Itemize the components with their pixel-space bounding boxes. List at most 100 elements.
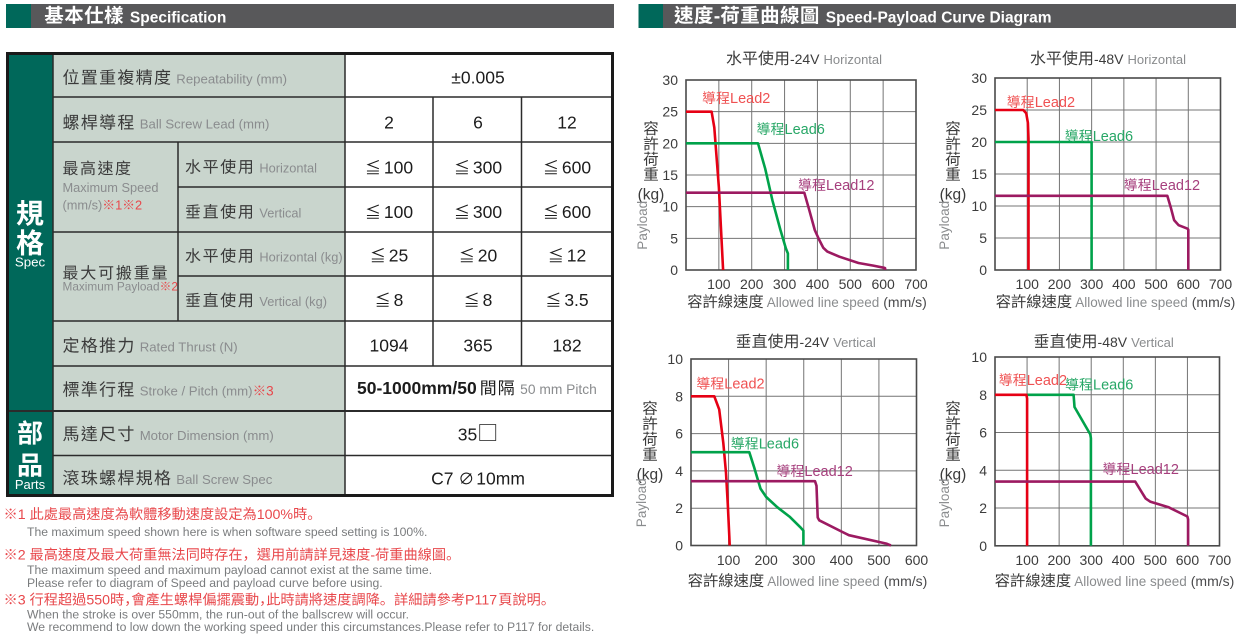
svg-text:Lead6: Lead6 (1093, 378, 1133, 394)
svg-text:The maximum speed and maximum: The maximum speed and maximum payload ca… (27, 563, 432, 577)
svg-text:1094: 1094 (370, 336, 409, 356)
svg-text:5: 5 (670, 230, 678, 246)
svg-text:600: 600 (562, 158, 591, 178)
svg-text:-48V: -48V (1094, 51, 1124, 67)
svg-text:4: 4 (979, 462, 987, 478)
svg-text:Horizontal (kg): Horizontal (kg) (259, 250, 342, 265)
svg-text:25: 25 (389, 246, 408, 266)
svg-text:Allowed line speed: Allowed line speed (767, 295, 880, 310)
svg-text:200: 200 (1048, 276, 1072, 292)
svg-text:Lead12: Lead12 (1152, 178, 1200, 194)
svg-text:Horizontal: Horizontal (1128, 52, 1187, 67)
svg-text:Lead12: Lead12 (804, 464, 852, 480)
svg-text:20: 20 (662, 135, 678, 151)
svg-text:Vertical: Vertical (1131, 335, 1174, 350)
svg-text:Vertical: Vertical (259, 206, 301, 221)
svg-text:8: 8 (483, 290, 493, 310)
svg-text:400: 400 (806, 276, 830, 292)
svg-text:Lead6: Lead6 (785, 122, 825, 138)
svg-text:600: 600 (871, 276, 895, 292)
svg-text:200: 200 (740, 276, 764, 292)
svg-text:15: 15 (662, 167, 678, 183)
svg-text:4: 4 (675, 463, 683, 479)
svg-text:-: - (714, 5, 721, 27)
svg-text:2: 2 (675, 500, 683, 516)
svg-text:100: 100 (1015, 552, 1039, 568)
svg-text:Horizontal: Horizontal (824, 52, 883, 67)
svg-text:(mm/s): (mm/s) (883, 294, 927, 310)
svg-text:Allowed line speed: Allowed line speed (1075, 295, 1188, 310)
svg-text:(kg): (kg) (638, 187, 665, 204)
svg-text:Stroke / Pitch (mm): Stroke / Pitch (mm) (140, 384, 253, 399)
svg-text:50 mm Pitch: 50 mm Pitch (520, 382, 597, 397)
svg-text:2: 2 (171, 280, 178, 294)
svg-text:30: 30 (971, 70, 987, 86)
svg-text:2: 2 (384, 113, 394, 133)
svg-text:(mm/s): (mm/s) (884, 573, 928, 589)
svg-text:700: 700 (1208, 552, 1232, 568)
svg-text:100%: 100% (257, 507, 294, 523)
svg-text:12: 12 (567, 246, 586, 266)
svg-text:300: 300 (1080, 276, 1104, 292)
svg-text:Maximum Speed: Maximum Speed (63, 180, 159, 195)
svg-text:200: 200 (754, 552, 778, 568)
svg-text:30: 30 (662, 72, 678, 88)
svg-text:500: 500 (839, 276, 863, 292)
svg-text:20: 20 (971, 134, 987, 150)
svg-text:1: 1 (115, 198, 122, 213)
svg-text:20: 20 (478, 246, 498, 266)
svg-text:3.5: 3.5 (564, 290, 588, 310)
svg-text:Allowed line speed: Allowed line speed (767, 574, 880, 589)
svg-text:-24V: -24V (800, 334, 830, 350)
svg-text:Lead6: Lead6 (759, 437, 799, 453)
svg-text:50-1000mm/50: 50-1000mm/50 (357, 378, 477, 398)
svg-text:Ball Screw Spec: Ball Screw Spec (176, 472, 272, 487)
svg-text:6: 6 (473, 113, 483, 133)
svg-text:700: 700 (1209, 276, 1233, 292)
svg-text:Lead2: Lead2 (724, 377, 764, 393)
svg-text:C7: C7 (431, 469, 453, 489)
svg-text:25: 25 (971, 102, 987, 118)
svg-text:200: 200 (1047, 552, 1071, 568)
svg-text:600: 600 (1177, 276, 1201, 292)
svg-text:3: 3 (266, 384, 274, 399)
svg-text:0: 0 (675, 538, 683, 554)
svg-text:700: 700 (904, 276, 928, 292)
svg-text:(mm/s): (mm/s) (1192, 294, 1236, 310)
svg-text:300: 300 (773, 276, 797, 292)
svg-text:6: 6 (675, 426, 683, 442)
svg-text:10: 10 (971, 198, 987, 214)
svg-text:12: 12 (557, 113, 576, 133)
svg-text:P117: P117 (465, 593, 497, 609)
svg-text:(kg): (kg) (637, 466, 664, 483)
svg-text:Vertical: Vertical (833, 335, 876, 350)
svg-text:25: 25 (662, 104, 678, 120)
svg-text:600: 600 (905, 552, 929, 568)
svg-text:Payload: Payload (634, 478, 649, 527)
svg-text:(mm/s): (mm/s) (1191, 573, 1235, 589)
svg-text:-48V: -48V (1098, 334, 1128, 350)
svg-text:Please refer to diagram of Spe: Please refer to diagram of Speed and pay… (27, 576, 383, 590)
svg-text:10: 10 (667, 351, 683, 367)
svg-text:Payload: Payload (937, 479, 952, 528)
svg-text:182: 182 (552, 336, 581, 356)
svg-text:We recommend to low down the w: We recommend to low down the working spe… (27, 620, 594, 634)
svg-text:Maximum Payload: Maximum Payload (63, 280, 160, 294)
svg-text:Payload: Payload (635, 201, 650, 250)
svg-text:300: 300 (1080, 552, 1104, 568)
svg-text:2: 2 (18, 548, 26, 564)
svg-text:100: 100 (384, 158, 413, 178)
svg-text:Lead6: Lead6 (1093, 129, 1133, 145)
svg-text:Allowed line speed: Allowed line speed (1074, 574, 1187, 589)
svg-text:Spec: Spec (15, 255, 46, 270)
svg-text:600: 600 (562, 202, 591, 222)
svg-text:15: 15 (971, 166, 987, 182)
svg-text:Horizontal: Horizontal (259, 161, 317, 176)
svg-text:(kg): (kg) (940, 467, 967, 484)
svg-text:300: 300 (473, 202, 502, 222)
svg-text:Rated Thrust (N): Rated Thrust (N) (140, 340, 238, 355)
svg-text:-: - (370, 548, 375, 564)
svg-text:Payload: Payload (937, 201, 952, 250)
svg-text:300: 300 (473, 158, 502, 178)
svg-text:Repeatability (mm): Repeatability (mm) (176, 72, 287, 87)
